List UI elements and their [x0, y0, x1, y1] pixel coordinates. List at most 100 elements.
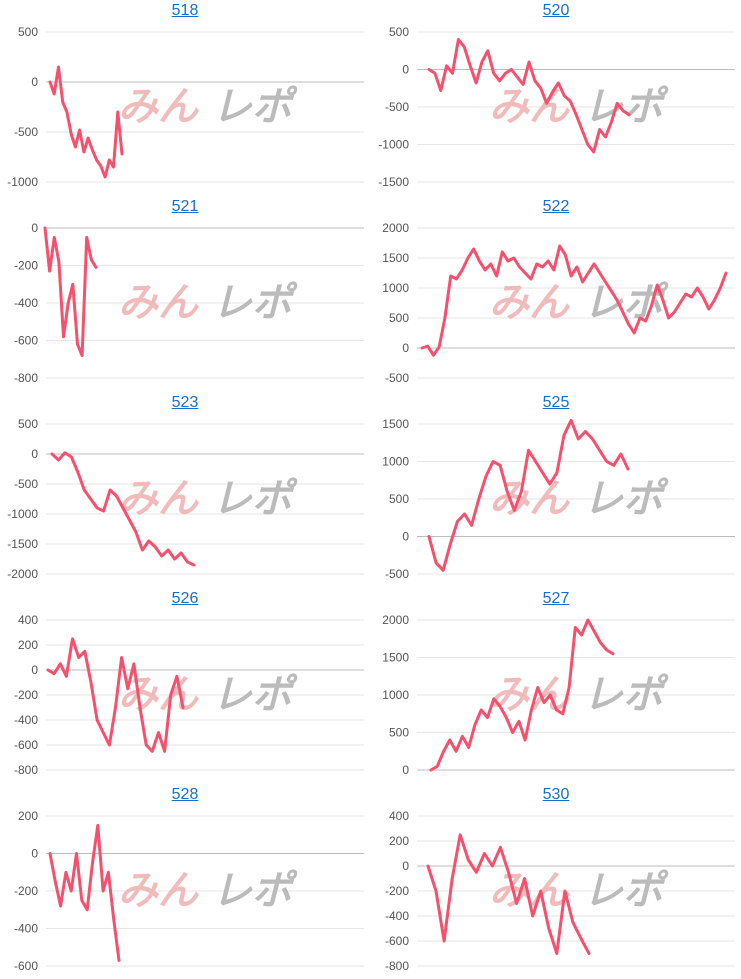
chart-panel-530: 400 200 0 -200 -400 -600 -800 みん レポ 530 — [371, 784, 741, 979]
watermark-logo: みん レポ — [489, 84, 669, 130]
svg-text:レポ: レポ — [583, 672, 669, 718]
series-line — [46, 637, 185, 753]
y-tick-label: 0 — [402, 763, 409, 777]
y-tick-label: -2000 — [7, 567, 38, 581]
svg-text:レポ: レポ — [212, 476, 298, 522]
y-tick-label: 500 — [389, 726, 409, 740]
y-tick-label: 500 — [18, 25, 38, 39]
series-line — [426, 833, 591, 955]
chart-panel-523: 500 0 -500 -1000 -1500 -2000 みん レポ 523 — [0, 392, 370, 587]
watermark-logo: みん レポ — [489, 476, 669, 522]
svg-text:レポ: レポ — [212, 84, 298, 130]
y-tick-label: 200 — [18, 638, 38, 652]
y-tick-label: -500 — [385, 371, 409, 385]
y-tick-label: -400 — [14, 922, 38, 936]
y-tick-label: 0 — [31, 75, 38, 89]
chart-title-link[interactable]: 528 — [171, 786, 199, 803]
watermark-logo: みん レポ — [118, 868, 298, 914]
y-tick-label: -400 — [14, 296, 38, 310]
line-chart: 0 -200 -400 -600 -800 みん レポ — [14, 221, 364, 385]
y-tick-label: 1500 — [382, 651, 409, 665]
y-tick-label: 200 — [18, 809, 38, 823]
watermark-logo: みん レポ — [489, 868, 669, 914]
y-tick-label: -500 — [14, 477, 38, 491]
y-tick-label: -1500 — [7, 537, 38, 551]
y-tick-label: 1500 — [382, 251, 409, 265]
svg-text:レポ: レポ — [583, 476, 669, 522]
chart-panel-518: 500 0 -500 -1000 みん レポ 518 — [0, 0, 370, 195]
y-tick-label: -1000 — [7, 175, 38, 189]
svg-text:みん: みん — [118, 672, 200, 718]
series-line — [429, 618, 615, 772]
svg-text:レポ: レポ — [212, 280, 298, 326]
chart-title-link[interactable]: 521 — [171, 198, 199, 215]
chart-title-link[interactable]: 530 — [542, 786, 570, 803]
svg-text:みん: みん — [118, 280, 200, 326]
y-tick-label: -200 — [385, 884, 409, 898]
y-tick-label: 500 — [389, 492, 409, 506]
chart-panel-526: 400 200 0 -200 -400 -600 -800 みん レポ 526 — [0, 588, 370, 783]
chart-title-link[interactable]: 520 — [542, 2, 570, 19]
y-tick-label: 0 — [31, 663, 38, 677]
series-line — [427, 38, 631, 154]
chart-panel-525: 1500 1000 500 0 -500 みん レポ 525 — [371, 392, 741, 587]
y-tick-label: -1000 — [7, 507, 38, 521]
chart-title-link[interactable]: 525 — [542, 394, 570, 411]
line-chart: 400 200 0 -200 -400 -600 -800 みん レポ — [14, 613, 364, 777]
line-chart: 200 0 -200 -400 -600 みん レポ — [14, 809, 364, 973]
chart-panel-528: 200 0 -200 -400 -600 みん レポ 528 — [0, 784, 370, 979]
chart-title-link[interactable]: 518 — [171, 2, 199, 19]
svg-text:レポ: レポ — [212, 672, 298, 718]
y-tick-label: -800 — [14, 371, 38, 385]
svg-text:みん: みん — [489, 476, 571, 522]
svg-text:レポ: レポ — [583, 868, 669, 914]
svg-text:レポ: レポ — [583, 84, 669, 130]
y-tick-label: 1500 — [382, 417, 409, 431]
y-tick-label: 0 — [402, 63, 409, 77]
y-tick-label: -200 — [14, 688, 38, 702]
y-tick-label: 1000 — [382, 688, 409, 702]
chart-title-link[interactable]: 522 — [542, 198, 570, 215]
y-tick-label: 0 — [402, 341, 409, 355]
watermark-logo: みん レポ — [118, 672, 298, 718]
svg-text:みん: みん — [489, 280, 571, 326]
y-tick-label: -400 — [14, 713, 38, 727]
y-tick-label: 200 — [389, 834, 409, 848]
y-tick-label: 0 — [31, 447, 38, 461]
chart-title-link[interactable]: 523 — [171, 394, 199, 411]
y-tick-label: -600 — [14, 959, 38, 973]
y-tick-label: 2000 — [382, 221, 409, 235]
y-tick-label: -500 — [385, 567, 409, 581]
y-tick-label: 0 — [31, 847, 38, 861]
svg-text:みん: みん — [118, 476, 200, 522]
chart-title-link[interactable]: 526 — [171, 590, 199, 607]
y-tick-label: -400 — [385, 909, 409, 923]
line-chart: 400 200 0 -200 -400 -600 -800 みん レポ — [385, 809, 735, 973]
svg-text:みん: みん — [118, 868, 200, 914]
chart-panel-527: 2000 1500 1000 500 0 みん レポ 527 — [371, 588, 741, 783]
series-line — [48, 823, 121, 962]
y-tick-label: -500 — [14, 125, 38, 139]
svg-text:レポ: レポ — [212, 868, 298, 914]
series-line — [427, 418, 630, 572]
y-tick-label: 500 — [389, 311, 409, 325]
y-tick-label: 1000 — [382, 455, 409, 469]
y-tick-label: -500 — [385, 100, 409, 114]
y-tick-label: 0 — [402, 530, 409, 544]
chart-panel-520: 500 0 -500 -1000 -1500 みん レポ 520 — [371, 0, 741, 195]
y-tick-label: -1000 — [378, 138, 409, 152]
y-tick-label: 500 — [18, 417, 38, 431]
chart-panel-522: 2000 1500 1000 500 0 -500 みん レポ 522 — [371, 196, 741, 391]
line-chart: 1500 1000 500 0 -500 みん レポ — [382, 417, 735, 581]
watermark-logo: みん レポ — [118, 84, 298, 130]
watermark-logo: みん レポ — [118, 476, 298, 522]
svg-text:みん: みん — [489, 84, 571, 130]
chart-title-link[interactable]: 527 — [542, 590, 570, 607]
line-chart: 500 0 -500 -1000 -1500 みん レポ — [378, 25, 735, 189]
y-tick-label: 0 — [402, 859, 409, 873]
y-tick-label: 1000 — [382, 281, 409, 295]
y-tick-label: 2000 — [382, 613, 409, 627]
